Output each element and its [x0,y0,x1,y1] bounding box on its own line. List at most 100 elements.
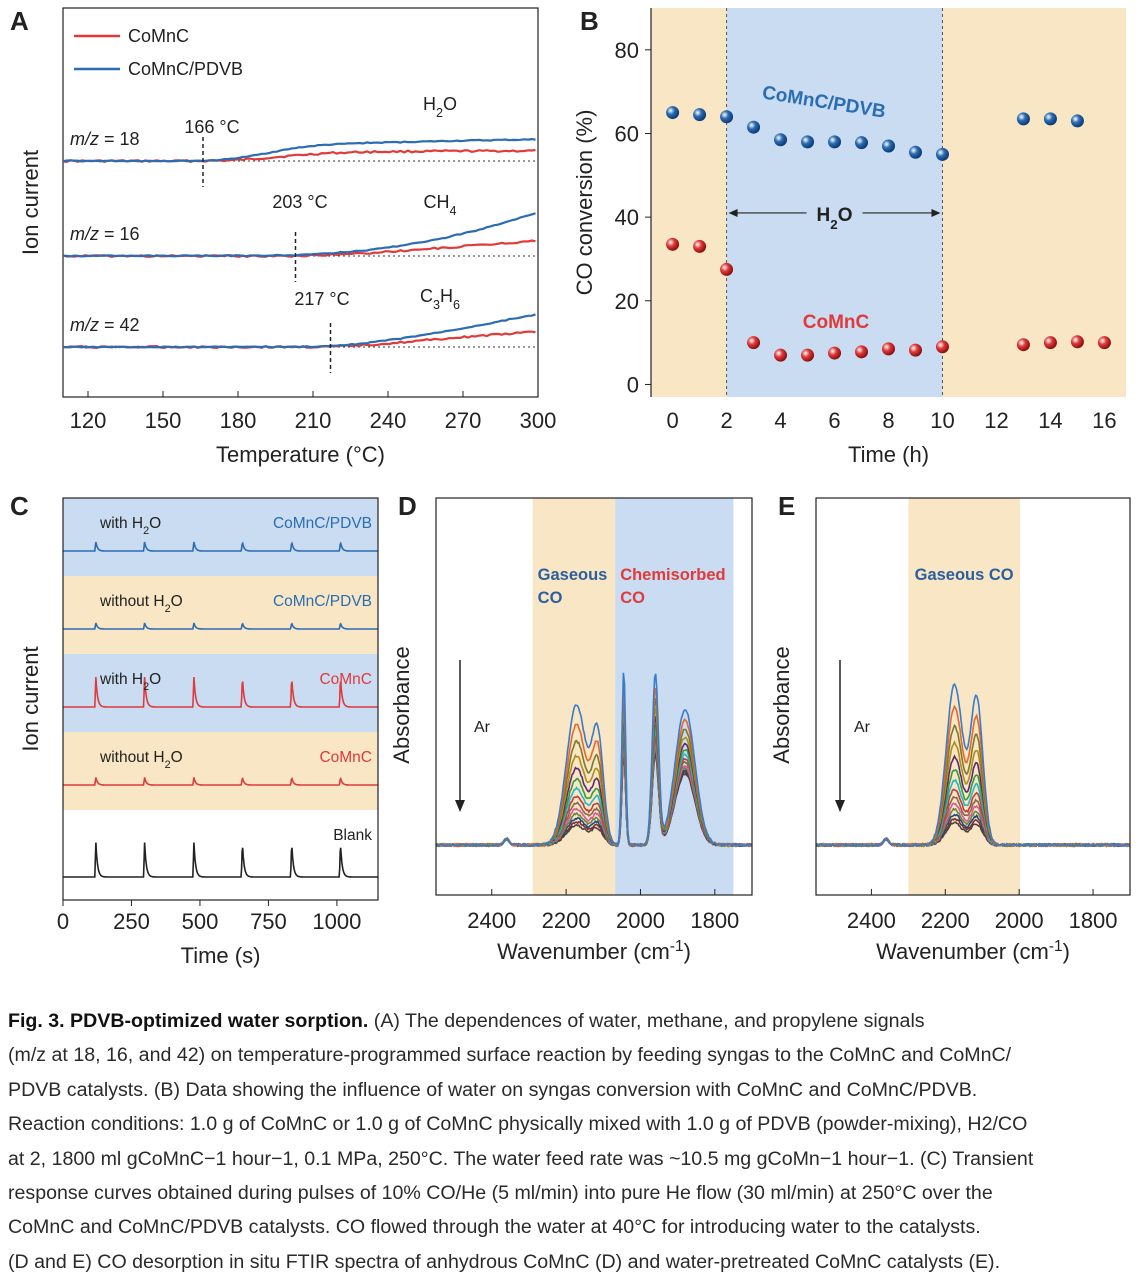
panel-c-trace [63,676,378,708]
panel-d-spectrum [435,672,752,848]
panel-label-A: A [10,6,29,36]
panel-e-xtick-label: 1800 [1069,908,1118,933]
panel-d-xtick-label: 1800 [690,908,739,933]
panel-b-xtick-label: 0 [666,408,678,433]
panel-e-arrowhead [835,800,845,812]
panel-c-trace [63,776,378,786]
panel-d-arrowhead [455,800,465,812]
caption-line-8: (D and E) CO desorption in situ FTIR spe… [8,1250,1001,1273]
panel-c-xlabel: Time (s) [181,943,261,968]
panel-b-xtick-label: 14 [1038,408,1062,433]
panel-d-ylabel: Absorbance [389,646,414,763]
panel-b-point-pdvb [935,147,949,161]
panel-e-frame [815,497,1131,896]
caption-line-2: (m/z at 18, 16, and 42) on temperature-p… [8,1044,1012,1067]
panel-b-point-pdvb [1043,112,1057,126]
panel-b-point-pdvb [747,120,761,134]
panel-c-catalyst-label: CoMnC/PDVB [273,515,372,532]
caption-line-6: response curves obtained during pulses o… [8,1182,993,1205]
panel-c-row-bg [63,498,378,576]
panel-b-point-pdvb [882,139,895,153]
panel-b-point-comnc [693,239,707,253]
panel-b-xlabel: Time (h) [848,442,929,467]
panel-b-point-comnc [720,262,734,276]
panel-a-mz-label: m/z = 42 [70,315,140,335]
panel-c: with H2O CoMnC/PDVB without H2O CoMnC/PDVB w… [18,497,379,968]
panel-b: 0 20 40 60 80 0 2 4 6 8 10 12 14 16 Time (h) CO convers… [572,8,1126,467]
panel-b-point-pdvb [1070,114,1084,128]
panel-d-region-label: Chemisorbed [620,566,725,584]
panel-b-point-pdvb [1016,112,1030,126]
panel-a-trace-pdvb [62,313,536,349]
panel-c-catalyst-label: Blank [333,827,372,844]
panel-c-xtick-label: 500 [182,909,219,934]
panel-b-point-comnc [801,348,815,362]
panel-d-xtick-label: 2000 [616,908,665,933]
panel-b-point-comnc [747,336,761,350]
panel-b-h2o-label: H2O [817,205,853,232]
panel-a-xtick-label: 150 [145,408,182,433]
caption-fig-label: Fig. 3. PDVB-optimized water sorption. [8,1010,369,1032]
panel-a-xtick-label: 180 [220,408,257,433]
panel-a-onset-label: 166 °C [184,117,239,137]
panel-c-catalyst-label: CoMnC [319,671,372,688]
panel-b-point-comnc [1043,336,1057,350]
panel-a: 120 150 180 210 240 270 300 Temperature (°C) Ion… [18,7,557,467]
panel-d-frame [435,497,753,896]
panel-b-point-pdvb [720,110,734,124]
panel-e-xtick-label: 2000 [995,908,1044,933]
panel-a-xlabel: Temperature (°C) [216,442,385,467]
panel-b-ylabel: CO conversion (%) [572,110,597,296]
panel-b-point-comnc [1016,338,1030,352]
panel-c-row-label: without H2O [99,593,183,615]
panel-b-series-label-comnc: CoMnC [803,312,870,333]
caption-line-4: Reaction conditions: 1.0 g of CoMnC or 1… [8,1113,1028,1136]
caption-line-7: CoMnC and CoMnC/PDVB catalysts. CO flowe… [8,1216,981,1239]
panel-c-row-bg [63,576,378,654]
panel-c-catalyst-label: CoMnC [319,749,372,766]
panel-b-point-comnc [666,237,680,251]
panel-b-shade [651,8,727,397]
panel-a-ylabel: Ion current [18,150,43,255]
panel-c-trace [63,541,378,552]
panel-d-arrow-label: Ar [474,719,491,736]
panel-a-xtick-label: 210 [295,408,332,433]
panel-b-point-comnc [855,345,869,359]
panel-b-point-pdvb [693,108,707,122]
panel-d-xtick-label: 2400 [467,908,516,933]
panel-b-ytick-label: 80 [615,38,639,63]
panel-b-point-pdvb [828,135,842,149]
panel-b-shade [942,8,1126,397]
panel-a-legend-comnc: CoMnC [128,26,189,46]
panel-a-trace-pdvb [62,137,536,163]
panel-c-trace [63,622,378,630]
panel-a-trace-pdvb [62,212,536,258]
panel-a-species-label: CH4 [423,192,456,218]
panel-e: 2400 2200 2000 1800 Wavenumber (cm-1) Absorba… [769,497,1131,964]
panel-a-onset-label: 217 °C [294,289,349,309]
panel-b-xtick-label: 10 [930,408,954,433]
panel-c-row-bg [63,810,378,888]
panel-label-B: B [580,6,599,36]
panel-d: 2400 2200 2000 1800 Wavenumber (cm-1) Absorba… [389,497,753,964]
panel-a-xtick-label: 300 [520,408,557,433]
panel-e-region-label: Gaseous CO [915,566,1014,584]
panel-a-xtick-label: 240 [370,408,407,433]
panel-b-xtick-label: 8 [882,408,894,433]
panel-c-catalyst-label: CoMnC/PDVB [273,593,372,610]
panel-c-ylabel: Ion current [18,646,43,751]
panel-b-point-comnc [1097,336,1111,350]
panel-b-point-comnc [828,346,842,360]
panel-d-region-label: Gaseous [538,566,608,584]
panel-c-xtick-label: 250 [113,909,150,934]
panel-a-xtick-label: 270 [445,408,482,433]
panel-b-ytick-label: 60 [615,121,639,146]
panel-c-xtick-label: 0 [57,909,69,934]
panel-c-row-bg [63,654,378,732]
panel-c-row-label: without H2O [99,749,183,771]
panel-c-frame [62,497,379,901]
panel-a-onset-label: 203 °C [272,192,327,212]
panel-b-xtick-label: 2 [720,408,732,433]
panel-b-point-comnc [1070,335,1084,349]
panel-a-species-label: C3H6 [420,286,460,312]
